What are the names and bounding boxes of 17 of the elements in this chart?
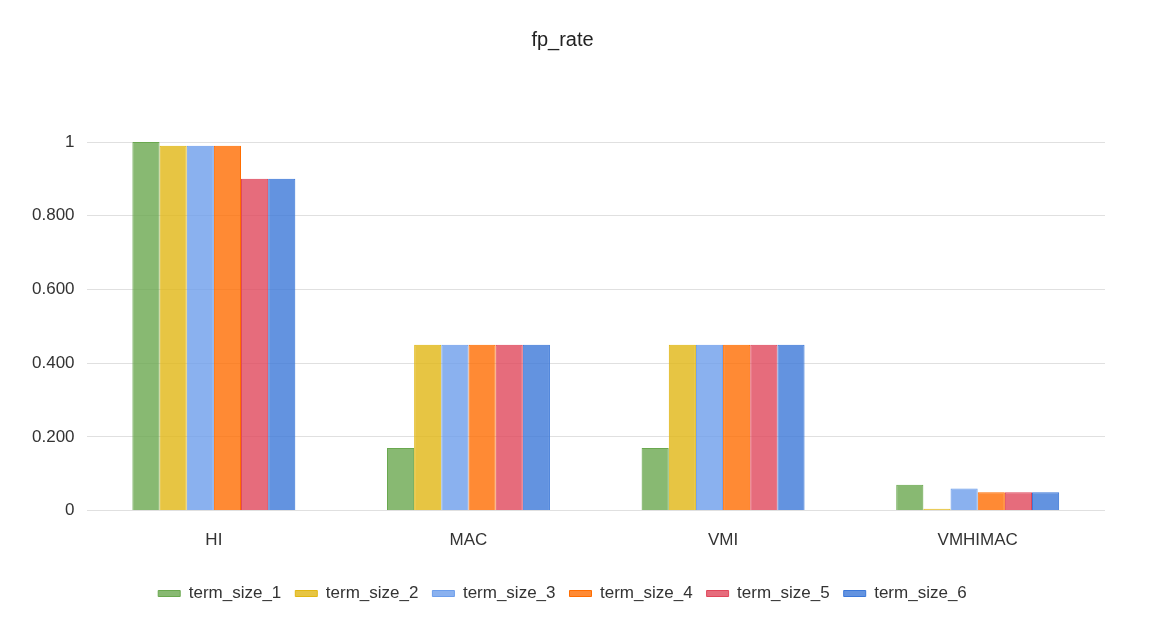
legend-label: term_size_5 [737, 583, 830, 603]
legend-label: term_size_1 [188, 583, 282, 603]
x-tick-label: VMHIMAC [937, 530, 1018, 550]
legend-label: term_size_6 [874, 583, 967, 603]
legend-label: term_size_3 [462, 583, 556, 603]
x-tick-label: HI [205, 530, 223, 550]
y-tick-label: 0 [65, 500, 75, 520]
legend-label: term_size_2 [325, 583, 419, 603]
x-tick-label: VMI [707, 530, 739, 550]
y-tick-label: 1 [65, 131, 75, 151]
y-tick-label: 0.400 [31, 352, 75, 372]
chart-title: fp_rate [531, 27, 594, 51]
legend-label: term_size_4 [600, 583, 693, 603]
y-tick-label: 0.200 [31, 426, 75, 446]
y-tick-label: 0.600 [31, 279, 75, 299]
x-tick-label: MAC [449, 530, 488, 550]
y-tick-label: 0.800 [31, 205, 75, 225]
